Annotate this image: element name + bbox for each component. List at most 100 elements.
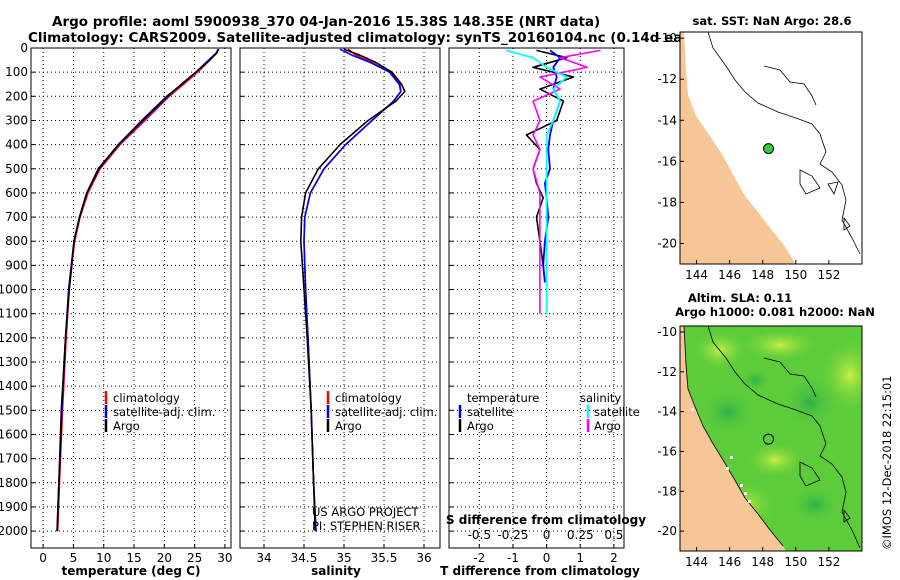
sla-lon-tick-label: 150	[784, 555, 807, 569]
salinity-argo-diff-line	[532, 49, 601, 314]
depth-tick-label: 200	[5, 89, 28, 103]
x-tick-label: 36	[416, 551, 431, 565]
x-tick-label: 20	[157, 551, 172, 565]
legend-s-argo-label: Argo	[594, 419, 621, 433]
profile-lines	[56, 48, 601, 532]
sst-lat-tick-label: -20	[657, 236, 677, 250]
depth-tick-label: 800	[5, 234, 28, 248]
sst-lon-tick-label: 152	[817, 268, 840, 282]
depth-tick-label: 1600	[0, 427, 28, 441]
depth-tick-label: 1800	[0, 476, 28, 490]
legend-satellite-label: satellite-adj. clim.	[113, 405, 215, 419]
sla-lat-tick-label: -20	[657, 524, 677, 538]
salinity-xlabel: salinity	[311, 564, 361, 578]
depth-tick-label: 900	[5, 258, 28, 272]
legend-temperature-title: temperature	[467, 391, 539, 405]
imos-credit: ©IMOS 12-Dec-2018 22:15:01	[880, 375, 894, 550]
salinity-diff-tick-label: 0.5	[604, 528, 623, 542]
tick-layer: 0100200300400500600700800900100011001200…	[0, 41, 623, 565]
depth-tick-label: 300	[5, 113, 28, 127]
depth-tick-label: 500	[5, 162, 28, 176]
temperature-climatology-line	[56, 49, 219, 532]
legend-argo-label: Argo	[113, 419, 140, 433]
x-tick-label: 35.5	[371, 551, 398, 565]
legend-s-satellite-label: satellite	[594, 405, 640, 419]
x-tick-label: -1	[507, 551, 519, 565]
figure-title-line1: Argo profile: aoml 5900938_370 04-Jan-20…	[52, 14, 600, 30]
x-tick-label: 2	[610, 551, 618, 565]
temperature-legend: climatology satellite-adj. clim. Argo	[104, 391, 215, 433]
sla-map-reef-contour	[707, 326, 861, 549]
sla-lat-tick-label: -16	[657, 444, 677, 458]
x-tick-label: 5	[70, 551, 78, 565]
temperature-satellite-adj-clim--line	[56, 48, 220, 532]
depth-tick-label: 1200	[0, 331, 28, 345]
depth-tick-label: 1700	[0, 452, 28, 466]
grid-layer	[31, 47, 624, 548]
difference-xlabel: T difference from climatology	[440, 564, 640, 578]
sst-lon-tick-label: 146	[718, 268, 741, 282]
depth-tick-label: 0	[20, 41, 28, 55]
legend-t-satellite-label: satellite	[467, 405, 513, 419]
difference-xlabel-top: S difference from climatology	[446, 513, 646, 527]
legend-t-argo-label: Argo	[467, 419, 494, 433]
depth-tick-label: 1900	[0, 500, 28, 514]
sla-lon-tick-label: 152	[817, 555, 840, 569]
x-tick-label: 0	[543, 551, 551, 565]
temperature-xlabel: temperature (deg C)	[62, 564, 201, 578]
depth-tick-label: 1000	[0, 283, 28, 297]
x-tick-label: 10	[96, 551, 111, 565]
x-tick-label: 1	[576, 551, 584, 565]
legend-satellite-label: satellite-adj. clim.	[335, 405, 437, 419]
salinity-argo-line	[299, 48, 406, 532]
temperature-argo-diff-line	[525, 49, 575, 283]
sst-lon-tick-label: 148	[751, 268, 774, 282]
sla-map-coast	[683, 326, 784, 547]
sst-map-land	[680, 32, 795, 264]
salinity-satellite-diff-line	[505, 49, 568, 314]
sla-lat-tick-label: -12	[657, 365, 677, 379]
x-tick-label: 0	[39, 551, 47, 565]
legend-climatology-label: climatology	[335, 391, 402, 405]
depth-tick-label: 1300	[0, 355, 28, 369]
salinity-diff-tick-label: -0.5	[468, 528, 491, 542]
sla-lat-tick-label: -18	[657, 484, 677, 498]
depth-tick-label: 100	[5, 65, 28, 79]
sst-lat-tick-label: -14	[657, 113, 677, 127]
temperature-argo-line	[56, 48, 220, 532]
x-tick-label: 35	[336, 551, 351, 565]
sla-lon-tick-label: 144	[685, 555, 708, 569]
salinity-legend: climatology satellite-adj. clim. Argo US…	[312, 391, 437, 533]
sst-lat-tick-label: -12	[657, 72, 677, 86]
sst-map-title: sat. SST: NaN Argo: 28.6	[692, 14, 851, 28]
map-ticks: 144 146 148 150 152 -10 -12 -14 -16 -18 -20 144 146 1…	[657, 31, 840, 569]
sst-lat-tick-label: -16	[657, 154, 677, 168]
sla-map-land	[680, 326, 786, 551]
depth-tick-label: 600	[5, 186, 28, 200]
x-tick-label: -2	[473, 551, 485, 565]
sla-map-title-line1: Altim. SLA: 0.11	[688, 291, 792, 305]
depth-tick-label: 700	[5, 210, 28, 224]
sst-lat-tick-label: -18	[657, 195, 677, 209]
sla-lat-tick-label: -10	[657, 325, 677, 339]
x-tick-label: 34	[256, 551, 271, 565]
x-tick-label: 34.5	[291, 551, 318, 565]
sla-lat-tick-label: -14	[657, 405, 677, 419]
pi-annotation: PI: STEPHEN RISER	[312, 519, 421, 533]
legend-climatology-label: climatology	[113, 391, 180, 405]
sst-lon-tick-label: 144	[685, 268, 708, 282]
difference-panel	[448, 47, 625, 549]
depth-tick-label: 1100	[0, 307, 28, 321]
project-annotation: US ARGO PROJECT	[312, 505, 420, 519]
sst-map-reef-contour	[707, 32, 861, 255]
sla-lon-tick-label: 146	[718, 555, 741, 569]
sla-map-title-line2: Argo h1000: 0.081 h2000: NaN	[675, 305, 875, 319]
temperature-panel	[30, 47, 232, 549]
depth-tick-label: 2000	[0, 524, 28, 538]
sla-map-frame	[679, 325, 863, 552]
salinity-diff-tick-label: -0.25	[497, 528, 528, 542]
x-tick-label: 30	[217, 551, 232, 565]
legend-salinity-title: salinity	[580, 391, 621, 405]
depth-tick-label: 1500	[0, 403, 28, 417]
